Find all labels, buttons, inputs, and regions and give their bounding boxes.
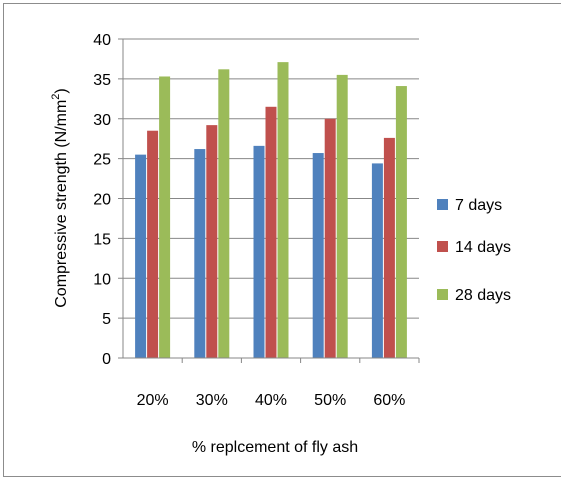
legend-swatch-28-days (437, 289, 448, 300)
bar-14-days-50pct (324, 118, 336, 358)
y-tick-label: 15 (93, 231, 111, 248)
legend-label-7-days: 7 days (455, 197, 502, 214)
legend-swatch-14-days (437, 241, 448, 252)
x-tick-label: 60% (373, 392, 405, 409)
bar-7-days-60pct (371, 163, 383, 358)
bar-7-days-20pct (135, 154, 147, 358)
y-tick-label: 0 (102, 351, 111, 368)
legend-label-28-days: 28 days (455, 287, 511, 304)
y-tick-labels: 0 5 10 15 20 25 30 35 40 (93, 32, 123, 368)
bar-14-days-30pct (206, 125, 218, 358)
bar-14-days-40pct (265, 106, 277, 358)
bar-28-days-60pct (395, 86, 407, 359)
x-axis-title: % replcement of fly ash (192, 439, 358, 456)
y-tick-label: 30 (93, 112, 111, 129)
bar-14-days-60pct (383, 137, 395, 358)
y-tick-label: 20 (93, 192, 111, 209)
y-axis-title: Compressive strength (N/mm2) (50, 88, 70, 308)
bar-28-days-50pct (336, 74, 348, 358)
bar-14-days-20pct (147, 130, 159, 358)
legend: 7 days 14 days 28 days (437, 197, 511, 304)
y-tick-label: 35 (93, 72, 111, 89)
bar-7-days-50pct (312, 153, 324, 358)
bar-7-days-30pct (194, 149, 206, 358)
y-tick-label: 40 (93, 32, 111, 49)
y-tick-label: 5 (102, 311, 111, 328)
bar-28-days-40pct (277, 62, 289, 358)
y-tick-label: 25 (93, 152, 111, 169)
bar-28-days-20pct (159, 76, 171, 359)
y-tick-label: 10 (93, 271, 111, 288)
legend-label-14-days: 14 days (455, 239, 511, 256)
legend-swatch-7-days (437, 199, 448, 210)
y-axis-title-superscript: 2 (50, 94, 62, 100)
bars (135, 62, 407, 359)
x-tick-label: 50% (314, 392, 346, 409)
x-tick-labels: 20% 30% 40% 50% 60% (137, 392, 406, 409)
bar-28-days-30pct (218, 69, 230, 359)
x-tick-label: 30% (196, 392, 228, 409)
x-tick-label: 40% (255, 392, 287, 409)
y-axis-title-suffix: ) (53, 88, 70, 93)
bar-7-days-40pct (253, 145, 265, 358)
x-tick-label: 20% (137, 392, 169, 409)
